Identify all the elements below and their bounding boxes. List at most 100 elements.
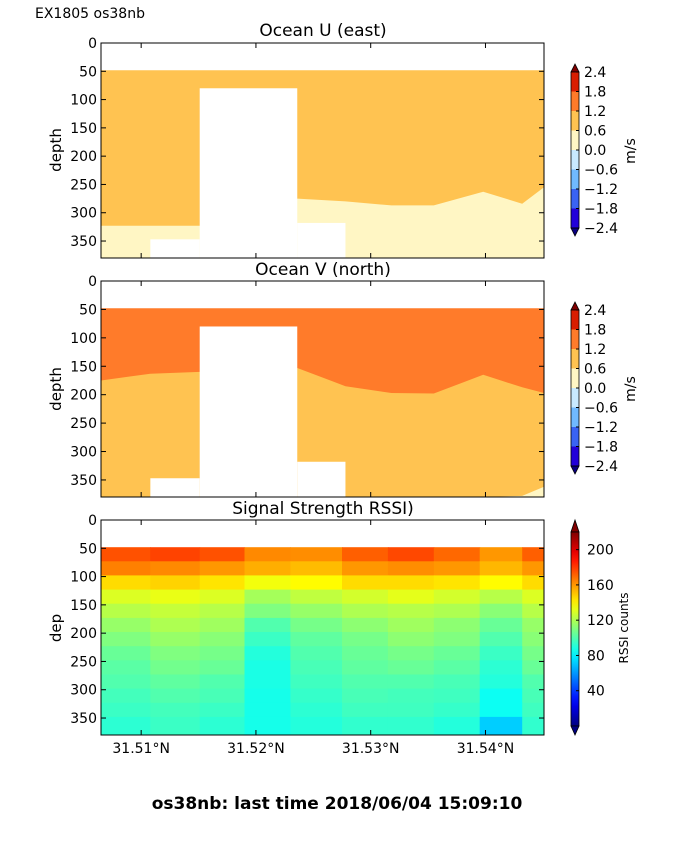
- x-ticks: 31.51°N 31.52°N 31.53°N 31.54°N: [112, 741, 514, 757]
- rssi-cell: [150, 702, 201, 718]
- colorbar-tick-label: 0.0: [584, 143, 606, 159]
- rssi-cell: [522, 716, 544, 735]
- colorbar-tick-label: 200: [587, 543, 614, 559]
- plot-area: [100, 280, 545, 498]
- colorbar-tick-label: 1.2: [584, 104, 606, 120]
- x-tick-label: 31.54°N: [457, 741, 515, 757]
- colorbar: 2.4 1.8 1.2 0.6 0.0 −0.6 −1.2 −1.8 −2.4: [570, 301, 618, 475]
- rssi-cell: [433, 660, 481, 675]
- no-data-bottom: [150, 478, 200, 497]
- rssi-cell: [150, 646, 201, 661]
- rssi-cell: [290, 632, 343, 647]
- rssi-cell: [479, 589, 523, 605]
- rssi-cell: [479, 674, 523, 690]
- y-ticks: 0 50 100 150 200 250 300 350: [70, 36, 544, 258]
- rssi-cell: [433, 674, 481, 690]
- x-tick-label: 31.51°N: [112, 741, 170, 757]
- rssi-cell: [342, 716, 389, 735]
- y-axis-label: depth: [47, 367, 65, 411]
- y-tick-label: 50: [79, 302, 97, 318]
- figure-header: EX1805 os38nb: [35, 6, 145, 22]
- colorbar-segment: [571, 189, 579, 209]
- rssi-cell: [342, 589, 389, 605]
- rssi-cell: [199, 716, 246, 735]
- rssi-cell: [150, 688, 201, 704]
- panel-title: Ocean U (east): [259, 21, 386, 41]
- y-tick-label: 150: [70, 598, 97, 614]
- colorbar-segment: [571, 169, 579, 190]
- rssi-cell: [387, 716, 435, 735]
- rssi-cell: [199, 632, 246, 647]
- colorbar-tick-label: −1.8: [584, 440, 618, 456]
- rssi-cell: [433, 575, 481, 591]
- colorbar: 2.4 1.8 1.2 0.6 0.0 −0.6 −1.2 −1.8 −2.4: [570, 63, 618, 237]
- rssi-cell: [387, 547, 435, 562]
- rssi-cell: [290, 575, 343, 591]
- rssi-cell: [150, 603, 201, 619]
- rssi-cell: [522, 702, 544, 718]
- rssi-cell: [150, 674, 201, 690]
- colorbar-tick-label: −0.6: [584, 163, 618, 179]
- rssi-cell: [342, 702, 389, 718]
- rssi-cell: [101, 603, 151, 619]
- rssi-cell: [244, 603, 291, 619]
- rssi-cell: [479, 561, 523, 576]
- rssi-cell: [101, 702, 151, 718]
- colorbar-segment: [571, 388, 579, 408]
- rssi-cell: [150, 547, 201, 562]
- rssi-cell: [522, 603, 544, 619]
- rssi-cell: [522, 547, 544, 562]
- rssi-cell: [479, 617, 523, 633]
- rssi-cell: [101, 660, 151, 675]
- y-tick-label: 150: [70, 359, 97, 375]
- rssi-cell: [290, 589, 343, 605]
- colorbar-segment: [571, 130, 579, 151]
- y-tick-label: 250: [70, 654, 97, 670]
- y-tick-label: 300: [70, 683, 97, 699]
- rssi-cell: [387, 674, 435, 690]
- y-tick-label: 50: [79, 64, 97, 80]
- rssi-cell: [244, 674, 291, 690]
- rssi-cell: [244, 617, 291, 633]
- colorbar-tick-label: −1.8: [584, 202, 618, 218]
- rssi-cell: [101, 688, 151, 704]
- data-layer: [101, 70, 544, 258]
- rssi-cell: [479, 660, 523, 675]
- colorbar-tick-label: 120: [587, 613, 614, 629]
- y-tick-label: 100: [70, 331, 97, 347]
- colorbar-segment: [571, 368, 579, 389]
- rssi-cell: [101, 589, 151, 605]
- colorbar-segment: [571, 427, 579, 447]
- rssi-cell: [244, 688, 291, 704]
- rssi-cell: [199, 603, 246, 619]
- rssi-cell: [342, 688, 389, 704]
- rssi-cell: [522, 688, 544, 704]
- rssi-cell: [290, 716, 343, 735]
- contour-band-0.0-0.6: [345, 486, 544, 497]
- y-tick-label: 50: [79, 541, 97, 557]
- rssi-cell: [433, 716, 481, 735]
- rssi-cell: [199, 660, 246, 675]
- y-tick-label: 300: [70, 445, 97, 461]
- rssi-cell: [522, 589, 544, 605]
- rssi-cell: [150, 617, 201, 633]
- rssi-cell: [244, 575, 291, 591]
- rssi-cell: [150, 589, 201, 605]
- panel-ocean-v: Ocean V (north) depth 0 50 100 150 200 250 300…: [47, 260, 639, 498]
- no-data-bottom: [297, 222, 346, 258]
- rssi-cell: [387, 632, 435, 647]
- colorbar-segment: [571, 150, 579, 170]
- panel-rssi: Signal Strength RSSI) dep 0 50 100 150 200 25…: [47, 499, 631, 757]
- y-tick-label: 150: [70, 121, 97, 137]
- y-tick-label: 250: [70, 177, 97, 193]
- rssi-cell: [150, 632, 201, 647]
- rssi-cell: [522, 617, 544, 633]
- rssi-cell: [387, 688, 435, 704]
- no-data-bottom: [150, 239, 200, 258]
- rssi-cell: [433, 702, 481, 718]
- rssi-cell: [290, 702, 343, 718]
- colorbar-tick-label: 1.8: [584, 85, 606, 101]
- rssi-cell: [522, 646, 544, 661]
- rssi-cell: [150, 660, 201, 675]
- y-tick-label: 300: [70, 206, 97, 222]
